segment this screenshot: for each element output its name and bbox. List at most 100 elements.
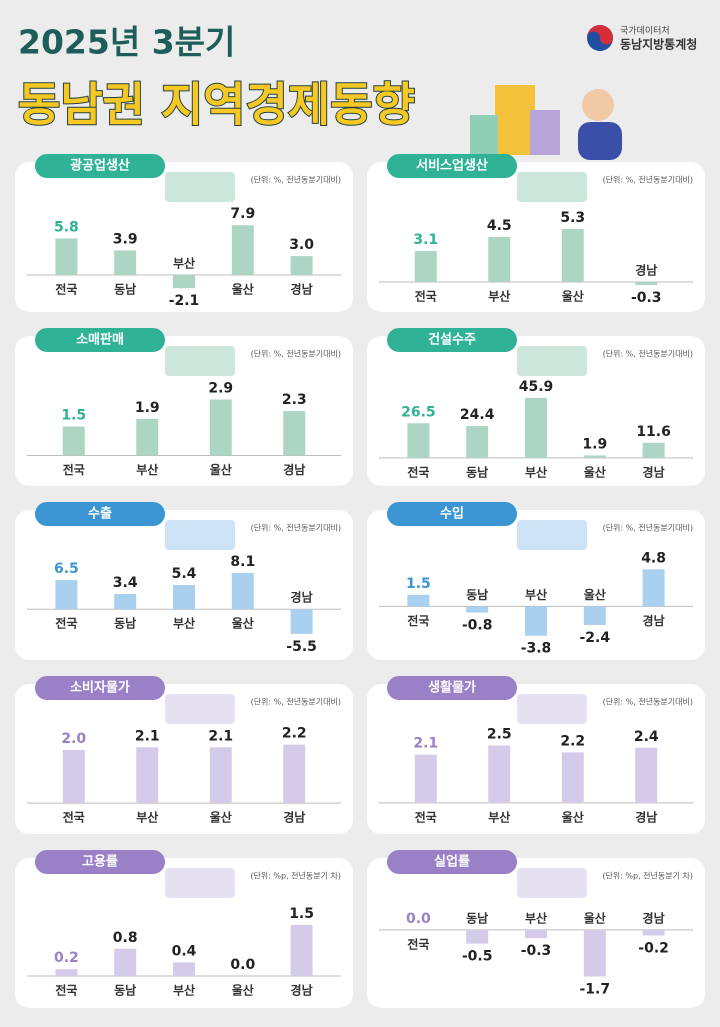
unit-note: (단위: %, 전년동분기대비) [251,349,341,359]
category-label: 울산 [562,809,584,824]
category-label: 경남 [291,281,313,296]
value-label: -3.8 [521,641,552,657]
category-label: 전국 [63,810,85,825]
value-label: -2.4 [579,630,610,646]
bar [525,606,547,636]
bar [488,745,511,803]
icon [165,346,235,376]
value-label: 5.4 [172,566,197,582]
logo: 국가데이터처 동남지방통계청 [587,25,697,52]
value-label: 3.4 [113,575,138,591]
bar [583,606,606,625]
value-label: 2.5 [487,726,512,742]
unit-note: (단위: %p, 전년동분기 차) [602,871,693,881]
value-label: 0.8 [113,930,138,946]
category-label: 동남 [114,983,136,998]
category-label: 부산 [488,809,510,824]
category-label: 전국 [415,289,437,304]
value-label: 4.8 [641,550,666,566]
unit-note: (단위: %, 전년동분기대비) [251,697,341,707]
value-label: 0.2 [54,950,79,966]
bar [642,442,665,458]
category-label: 부산 [525,464,547,479]
value-label: 2.2 [560,733,585,749]
card [15,510,353,660]
subtitle: 2025년 3분기 [18,23,235,62]
logo-icon-red [587,25,613,45]
category-label: 전국 [55,281,77,296]
title-pill [387,154,517,178]
value-label: 11.6 [636,424,671,440]
bar [561,229,584,282]
card [367,162,705,312]
icon [165,172,235,202]
org-top: 국가데이터처 [620,25,670,37]
bar [635,282,658,285]
category-label: 울산 [584,587,606,602]
unit-note: (단위: %, 전년동분기대비) [251,523,341,533]
category-label: 전국 [407,936,429,951]
value-label: 2.4 [634,729,659,745]
value-label: -5.5 [286,639,317,655]
value-label: 26.5 [401,404,436,420]
bar [114,594,137,610]
category-label: 전국 [55,983,77,998]
category-label: 울산 [584,910,606,925]
value-label: 3.0 [289,237,314,253]
bar [62,426,85,456]
category-label: 부산 [488,289,510,304]
category-label: 부산 [173,255,195,270]
bar [231,225,254,275]
bar [114,948,137,976]
value-label: 2.0 [61,731,86,747]
bar [466,426,489,458]
category-label: 울산 [562,289,584,304]
value-label: 2.3 [282,392,307,408]
icon [517,694,587,724]
chart-title: 수입 [440,507,464,522]
bar [488,237,511,282]
value-label: 5.3 [560,210,585,226]
category-label: 동남 [466,910,488,925]
category-label: 동남 [114,616,136,631]
value-label: 2.1 [208,728,233,744]
bar [407,423,430,458]
value-label: 3.9 [113,231,138,247]
building [470,115,498,155]
bar [642,569,665,607]
bar [407,594,430,607]
bar [173,962,195,976]
value-label: 0.0 [406,911,431,927]
bar [114,250,137,275]
category-label: 부산 [136,462,158,477]
unit-note: (단위: %, 전년동분기대비) [603,175,693,185]
bar [173,585,195,610]
icon [517,172,587,202]
card [15,684,353,834]
category-label: 전국 [415,809,437,824]
bar [525,397,547,458]
bar [642,929,665,936]
category-label: 경남 [643,464,665,479]
bar [55,580,78,610]
chart-title: 소비자물가 [70,681,130,696]
chart-title: 광공업생산 [70,158,130,174]
bar [209,399,232,456]
chart-card: 서비스업생산 (단위: %, 전년동분기대비) 전국 3.1 부산 4.5 울산 5.3 경남 -… [367,154,705,312]
value-label: 45.9 [519,379,554,395]
value-label: 1.9 [582,436,607,452]
category-label: 부산 [525,910,547,925]
category-label: 경남 [291,590,313,605]
title-pill [387,502,517,526]
icon [165,694,235,724]
unit-note: (단위: %, 전년동분기대비) [251,175,341,185]
chart-card: 건설수주 (단위: %, 전년동분기대비) 전국 26.5 동남 24.4 부산 45.9 울산… [367,328,705,486]
card [15,336,353,486]
chart-card: 고용률 (단위: %p, 전년동분기 차) 전국 0.2 동남 0.8 부산 0.4 울산 0.0… [15,850,353,1008]
value-label: 3.1 [413,232,438,248]
chart-card: 생활물가 (단위: %, 전년동분기대비) 전국 2.1 부산 2.5 울산 2.2 경남 2.4 [367,676,705,834]
bar [62,749,85,804]
chart-card: 소비자물가 (단위: %, 전년동분기대비) 전국 2.0 부산 2.1 울산 2.1 경남 2.… [15,676,353,834]
category-label: 전국 [407,613,429,628]
bar [466,606,489,613]
